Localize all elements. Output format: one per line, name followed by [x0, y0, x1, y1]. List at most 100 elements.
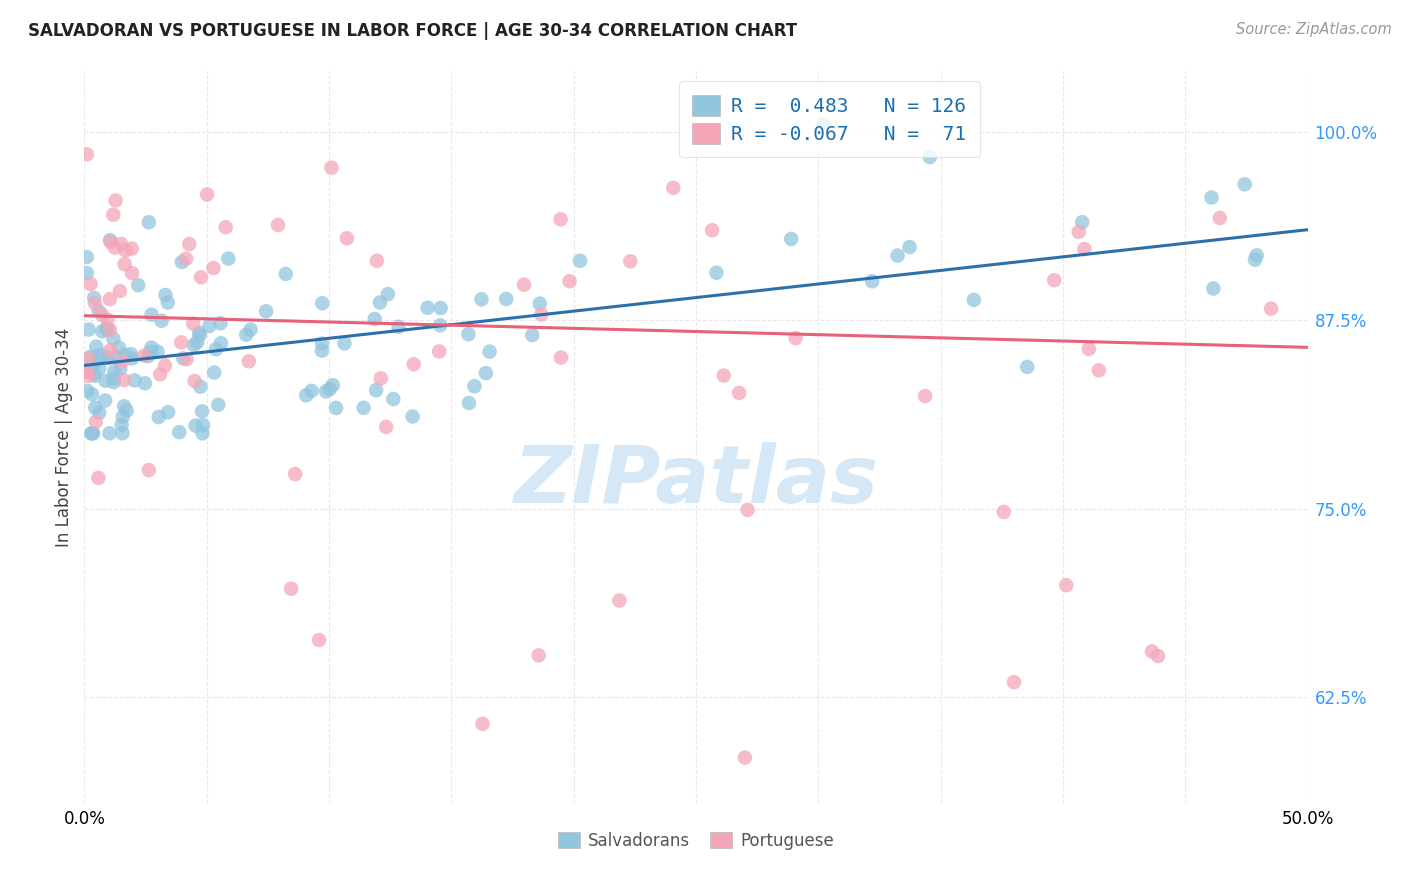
Point: [1140, 644, 1163, 658]
Point: [209, 336, 232, 351]
Point: [77, 322, 100, 336]
Y-axis label: In Labor Force | Age 30-34: In Labor Force | Age 30-34: [55, 327, 73, 547]
Point: [114, 257, 136, 271]
Point: [662, 181, 685, 195]
Point: [191, 418, 214, 433]
Point: [209, 316, 232, 330]
Point: [195, 187, 218, 202]
Point: [284, 467, 307, 481]
Point: [141, 344, 163, 359]
Point: [308, 633, 330, 648]
Point: [1054, 578, 1077, 592]
Point: [550, 212, 572, 227]
Point: [184, 418, 207, 433]
Point: [1071, 215, 1094, 229]
Point: [529, 296, 551, 310]
Point: [530, 308, 553, 322]
Point: [120, 347, 142, 361]
Point: [77, 351, 100, 366]
Point: [377, 287, 399, 301]
Point: [191, 404, 214, 418]
Point: [89, 406, 111, 420]
Point: [1147, 648, 1170, 663]
Point: [238, 354, 260, 368]
Point: [98, 323, 121, 337]
Point: [1209, 211, 1232, 225]
Point: [569, 253, 592, 268]
Point: [458, 396, 481, 410]
Point: [914, 389, 936, 403]
Point: [322, 378, 344, 392]
Point: [80, 426, 103, 441]
Point: [94, 393, 117, 408]
Point: [728, 386, 751, 401]
Point: [149, 368, 172, 382]
Point: [91, 308, 114, 322]
Text: ZIPatlas: ZIPatlas: [513, 442, 879, 520]
Point: [315, 384, 337, 399]
Point: [785, 331, 807, 345]
Point: [155, 288, 177, 302]
Point: [1233, 178, 1256, 192]
Point: [83, 291, 105, 305]
Point: [121, 351, 143, 366]
Point: [141, 341, 163, 355]
Point: [734, 750, 756, 764]
Point: [87, 349, 110, 363]
Point: [108, 341, 131, 355]
Point: [190, 379, 212, 393]
Point: [495, 292, 517, 306]
Point: [429, 301, 451, 315]
Point: [97, 351, 120, 365]
Point: [202, 366, 225, 380]
Point: [138, 463, 160, 477]
Point: [134, 376, 156, 391]
Point: [737, 503, 759, 517]
Point: [918, 150, 941, 164]
Point: [114, 244, 136, 258]
Point: [619, 254, 641, 268]
Point: [333, 336, 356, 351]
Point: [170, 255, 193, 269]
Point: [471, 716, 494, 731]
Point: [364, 383, 387, 397]
Text: Source: ZipAtlas.com: Source: ZipAtlas.com: [1236, 22, 1392, 37]
Point: [150, 314, 173, 328]
Point: [191, 426, 214, 441]
Point: [104, 241, 127, 255]
Point: [301, 384, 323, 398]
Point: [470, 293, 492, 307]
Point: [1073, 242, 1095, 256]
Point: [186, 335, 208, 350]
Point: [111, 417, 134, 432]
Point: [141, 308, 163, 322]
Point: [153, 359, 176, 373]
Point: [112, 373, 135, 387]
Point: [76, 384, 98, 398]
Point: [478, 344, 501, 359]
Point: [463, 379, 485, 393]
Point: [87, 471, 110, 485]
Point: [370, 371, 392, 385]
Point: [121, 242, 143, 256]
Point: [115, 403, 138, 417]
Point: [82, 367, 104, 381]
Point: [311, 343, 333, 358]
Point: [98, 426, 121, 441]
Point: [98, 233, 121, 247]
Point: [522, 328, 544, 343]
Point: [780, 232, 803, 246]
Point: [96, 312, 118, 326]
Point: [188, 328, 211, 343]
Point: [167, 425, 190, 439]
Point: [170, 335, 193, 350]
Point: [108, 284, 131, 298]
Point: [527, 648, 550, 663]
Point: [157, 405, 180, 419]
Point: [1043, 273, 1066, 287]
Point: [1002, 675, 1025, 690]
Point: [108, 361, 131, 376]
Point: [295, 388, 318, 402]
Point: [103, 364, 125, 378]
Point: [103, 375, 125, 389]
